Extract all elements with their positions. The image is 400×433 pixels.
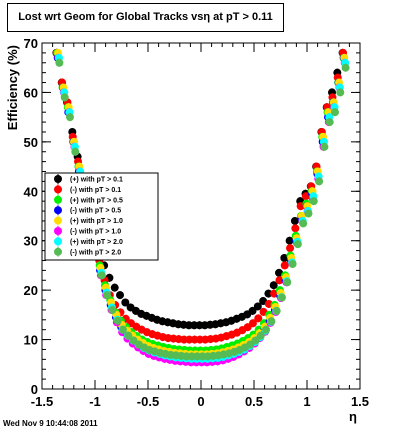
data-point: [113, 316, 122, 325]
legend-label: (-) with pT > 0.5: [70, 208, 121, 215]
x-tick-label: 1: [303, 394, 310, 409]
legend-entry: (-) with pT > 0.5: [54, 205, 121, 216]
data-point: [254, 314, 263, 323]
data-point: [280, 254, 289, 263]
data-point: [272, 306, 281, 315]
legend-entry: (-) with pT > 1.0: [54, 226, 121, 236]
legend-marker: [54, 237, 62, 246]
legend-label: (-) with pT > 2.0: [70, 249, 121, 256]
data-point: [121, 298, 130, 307]
y-tick-label: 40: [24, 184, 38, 199]
y-tick-label: 60: [24, 85, 38, 100]
data-point: [118, 325, 127, 334]
x-tick-label: 0.5: [245, 394, 263, 409]
series-8: [55, 58, 350, 361]
legend-label: (+) with pT > 0.5: [70, 197, 123, 204]
data-point: [285, 236, 294, 245]
data-point: [320, 142, 329, 151]
x-axis-title: η: [349, 409, 357, 424]
data-point: [60, 93, 69, 102]
legend-label: (+) with pT > 1.0: [70, 218, 123, 225]
legend-marker: [54, 227, 62, 235]
legend-label: (-) with pT > 0.1: [70, 187, 121, 194]
data-point: [97, 271, 106, 280]
timestamp: Wed Nov 9 10:44:08 2011: [3, 419, 98, 428]
data-point: [116, 291, 125, 300]
x-tick-label: 1.5: [351, 394, 369, 409]
legend-entry: (+) with pT > 0.1: [54, 174, 123, 184]
data-point: [264, 289, 273, 298]
x-tick-label: -1: [89, 394, 101, 409]
legend-label: (-) with pT > 1.0: [70, 229, 121, 236]
data-point: [277, 293, 286, 302]
legend-label: (+) with pT > 0.1: [70, 177, 123, 184]
data-point: [253, 302, 262, 311]
x-tick-label: -0.5: [137, 394, 159, 409]
legend-marker: [54, 195, 62, 204]
data-point: [304, 209, 313, 218]
data-point: [256, 331, 265, 340]
data-point: [291, 224, 300, 233]
y-tick-label: 30: [24, 234, 38, 249]
legend-entry: (-) with pT > 0.1: [54, 184, 121, 195]
chart-title: Lost wrt Geom for Global Tracks vsη at p…: [7, 3, 284, 32]
data-point: [275, 276, 284, 285]
data-point: [248, 319, 257, 328]
data-point: [110, 283, 119, 292]
data-point: [124, 331, 133, 340]
legend-marker: [54, 175, 62, 183]
y-tick-label: 50: [24, 135, 38, 150]
y-tick-label: 0: [31, 382, 38, 397]
data-point: [325, 118, 334, 127]
data-point: [65, 113, 74, 122]
data-point: [267, 317, 276, 326]
data-point: [55, 58, 64, 67]
x-tick-label: -1.5: [31, 394, 53, 409]
data-point: [288, 259, 297, 268]
data-point: [103, 291, 112, 300]
y-tick-label: 70: [24, 36, 38, 51]
x-tick-label: 0: [197, 394, 204, 409]
legend-marker: [54, 247, 62, 256]
legend-marker: [54, 185, 62, 194]
data-point: [269, 281, 278, 290]
data-point: [251, 336, 260, 345]
legend-marker: [54, 216, 62, 225]
y-tick-label: 20: [24, 283, 38, 298]
legend-entry: (+) with pT > 2.0: [54, 236, 123, 247]
legend-label: (+) with pT > 2.0: [70, 239, 123, 246]
data-point: [299, 219, 308, 228]
data-point: [309, 197, 318, 206]
y-tick-label: 10: [24, 333, 38, 348]
y-axis-title: Efficiency (%): [5, 45, 20, 130]
data-point: [71, 147, 80, 156]
data-point: [275, 268, 284, 277]
data-point: [108, 305, 117, 314]
data-point: [290, 216, 299, 225]
data-point: [301, 192, 310, 201]
data-point: [315, 177, 324, 186]
legend-entry: (-) with pT > 2.0: [54, 246, 121, 257]
legend-entry: (+) with pT > 0.5: [54, 194, 123, 205]
data-point: [283, 278, 292, 287]
data-point: [336, 88, 345, 97]
data-point: [341, 63, 350, 72]
legend-entry: (+) with pT > 1.0: [54, 215, 123, 226]
legend-box: [44, 172, 159, 261]
data-point: [330, 108, 339, 117]
data-point: [280, 261, 289, 270]
data-point: [248, 306, 257, 315]
data-point: [293, 240, 302, 249]
legend-marker: [54, 206, 62, 215]
data-point: [262, 325, 271, 334]
data-point: [286, 244, 295, 253]
